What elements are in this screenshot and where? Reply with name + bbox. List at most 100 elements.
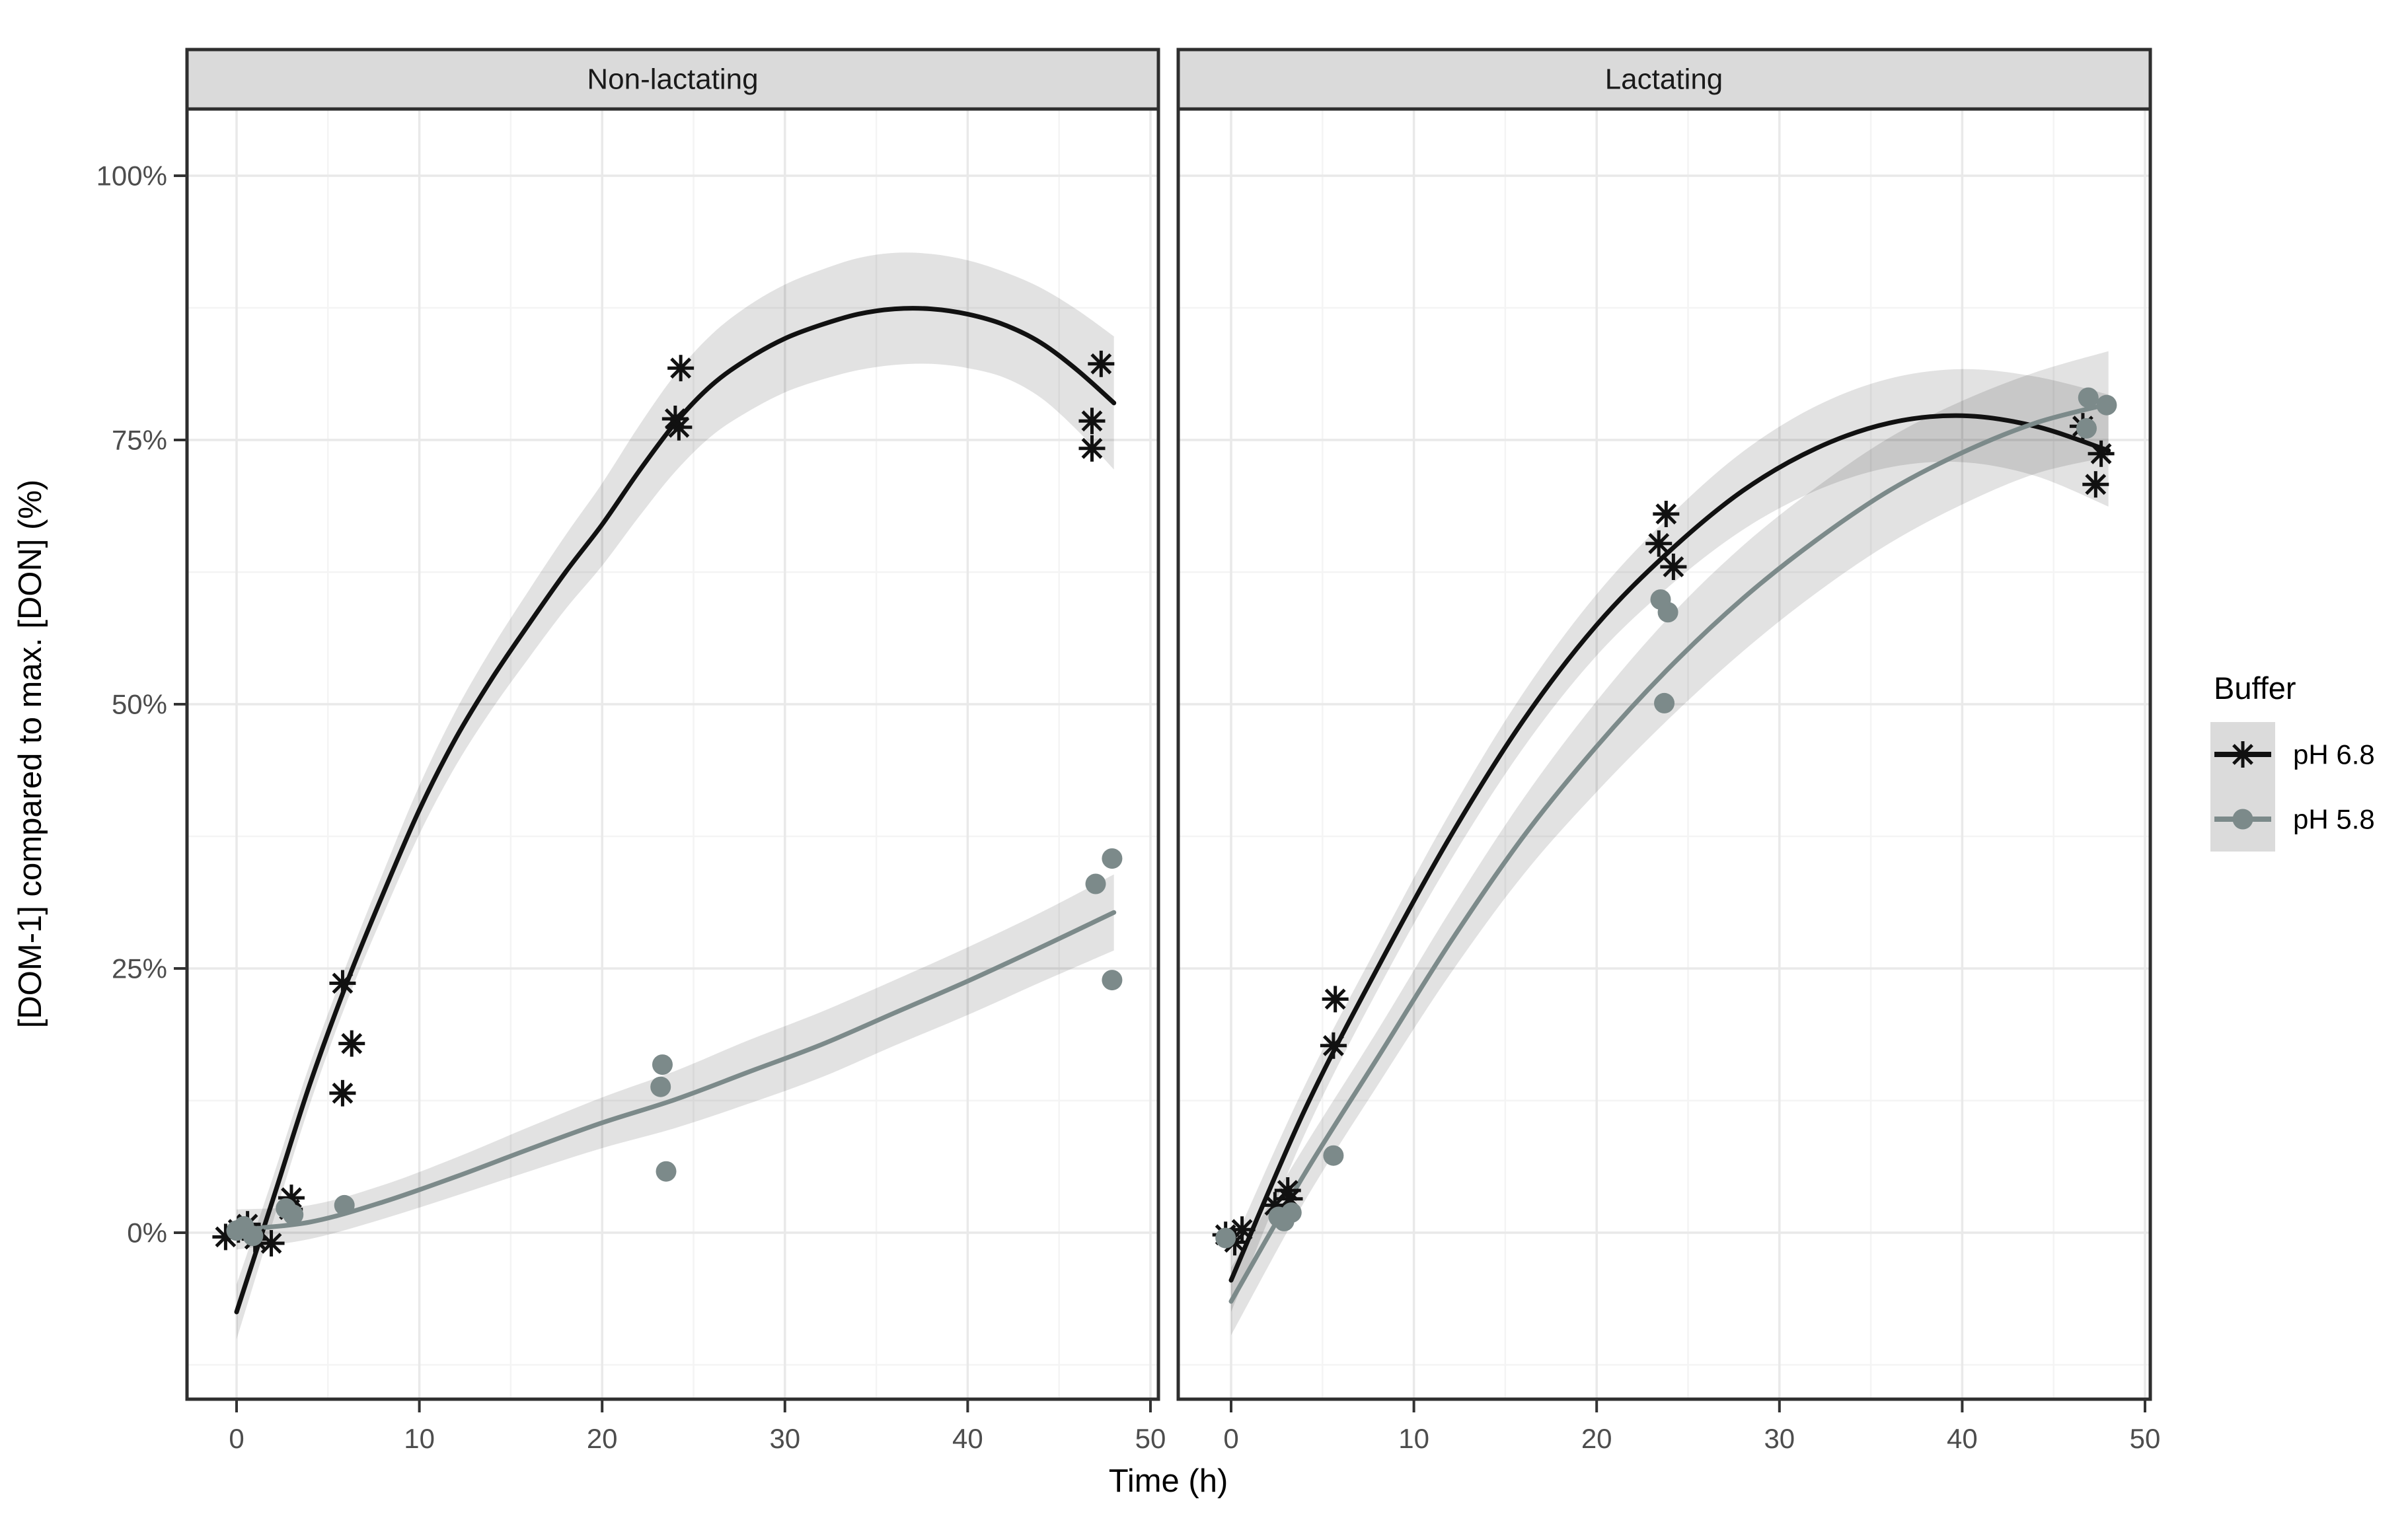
- smooth-line-pH58: [234, 910, 1117, 1232]
- y-tick-label: 25%: [112, 953, 167, 984]
- data-point-asterisk: [665, 414, 693, 441]
- legend-circle-icon: [2232, 809, 2253, 830]
- data-point-asterisk: [1645, 530, 1673, 557]
- data-point-asterisk: [338, 1030, 365, 1057]
- asterisk-spoke: [341, 1033, 363, 1054]
- asterisk-spoke: [670, 357, 692, 379]
- data-point-asterisk: [2088, 440, 2115, 467]
- data-point-asterisk: [329, 970, 356, 997]
- asterisk-spoke: [260, 1233, 282, 1254]
- x-tick-label: 40: [1947, 1423, 1978, 1454]
- smooth-line-pH58: [1228, 402, 2111, 1304]
- asterisk-spoke: [1090, 353, 1112, 375]
- data-point-circle: [652, 1054, 673, 1075]
- data-point-circle: [2078, 387, 2099, 408]
- data-point-asterisk: [1088, 350, 1115, 377]
- asterisk-spoke: [1322, 1035, 1344, 1056]
- confidence-ribbon-pH68: [1231, 369, 2109, 1312]
- data-point-circle: [1281, 1202, 1302, 1223]
- data-point-circle: [2096, 394, 2117, 416]
- y-axis-title: [DOM-1] compared to max. [DON] (%): [13, 480, 48, 1028]
- asterisk-spoke: [2090, 443, 2112, 464]
- data-point-asterisk: [667, 355, 695, 382]
- asterisk-spoke: [664, 408, 686, 429]
- data-point-circle: [1215, 1227, 1236, 1249]
- facet-strip-lactating: [1176, 48, 2152, 111]
- x-tick-label: 30: [1764, 1423, 1795, 1454]
- smooth-line-pH68: [1228, 413, 2111, 1283]
- x-tick-label: 50: [2130, 1423, 2161, 1454]
- asterisk-spoke: [2232, 744, 2253, 765]
- data-point-circle: [1657, 602, 1678, 623]
- legend-label-ph68: pH 6.8: [2293, 739, 2375, 770]
- gridlines-non-lactating: [188, 110, 1157, 1398]
- data-point-circle: [283, 1204, 304, 1225]
- data-point-circle: [1102, 848, 1123, 869]
- asterisk-spoke: [1648, 532, 1670, 554]
- data-point-asterisk: [1228, 1216, 1256, 1243]
- x-tick-label: 40: [952, 1423, 983, 1454]
- x-axis-title: Time (h): [1109, 1463, 1228, 1499]
- facet-strip-label-non-lactating: Non-lactating: [587, 63, 758, 96]
- facet-strip-label-lactating: Lactating: [1605, 63, 1723, 96]
- legend-marker-circle-icon: [2214, 809, 2271, 830]
- y-tick-label: 0%: [127, 1218, 167, 1249]
- asterisk-spoke: [332, 972, 354, 994]
- data-point-circle: [656, 1161, 677, 1182]
- asterisk-spoke: [332, 1082, 354, 1104]
- data-point-circle: [1654, 692, 1675, 713]
- confidence-ribbon-pH68: [237, 252, 1114, 1340]
- y-tick-label: 75%: [112, 425, 167, 456]
- data-point-asterisk: [1660, 554, 1687, 580]
- y-tick-label: 100%: [96, 161, 167, 192]
- x-tick-label: 50: [1135, 1423, 1166, 1454]
- x-tick-label: 10: [404, 1423, 435, 1454]
- data-point-circle: [1102, 970, 1123, 991]
- asterisk-spoke: [668, 416, 690, 438]
- legend: Buffer pH 6.8 pH 5.8: [2210, 671, 2375, 852]
- x-tick-label: 0: [229, 1423, 244, 1454]
- x-tick-label: 10: [1398, 1423, 1429, 1454]
- data-point-asterisk: [1320, 1032, 1347, 1059]
- asterisk-spoke: [1655, 503, 1677, 525]
- x-tick-label: 20: [587, 1423, 618, 1454]
- data-point-asterisk: [258, 1230, 285, 1256]
- x-tick-label: 0: [1223, 1423, 1238, 1454]
- data-point-asterisk: [1322, 986, 1349, 1013]
- asterisk-spoke: [2085, 474, 2107, 495]
- asterisk-spoke: [1081, 410, 1103, 432]
- data-point-asterisk: [1078, 435, 1106, 462]
- data-point-circle: [1323, 1145, 1344, 1166]
- series-content-lactating: [1212, 351, 2117, 1336]
- asterisk-spoke: [1279, 1188, 1300, 1210]
- x-tick-label: 30: [769, 1423, 800, 1454]
- data-point-circle: [650, 1076, 671, 1097]
- data-point-asterisk: [329, 1079, 356, 1107]
- legend-label-ph58: pH 5.8: [2293, 804, 2375, 835]
- facet-strip-non-lactating: [185, 48, 1160, 111]
- data-point-circle: [334, 1194, 355, 1216]
- data-point-circle: [2076, 418, 2097, 439]
- confidence-ribbon-pH58: [237, 874, 1114, 1250]
- panel-lactating: [1178, 109, 2150, 1399]
- data-point-asterisk: [1078, 408, 1106, 435]
- data-point-circle: [243, 1225, 264, 1247]
- asterisk-spoke: [1231, 1219, 1253, 1241]
- asterisk-spoke: [1277, 1180, 1298, 1201]
- asterisk-spoke: [1663, 556, 1684, 577]
- data-point-asterisk: [1653, 501, 1680, 527]
- x-tick-label: 20: [1581, 1423, 1612, 1454]
- asterisk-spoke: [1324, 988, 1346, 1010]
- legend-marker-asterisk-icon: [2214, 741, 2271, 768]
- asterisk-spoke: [1081, 437, 1103, 459]
- series-content-non-lactating: [212, 252, 1123, 1340]
- data-point-asterisk: [2082, 471, 2109, 498]
- legend-title: Buffer: [2214, 671, 2296, 706]
- y-tick-label: 50%: [112, 689, 167, 720]
- confidence-ribbon-pH58: [1231, 351, 2109, 1336]
- data-point-circle: [1085, 873, 1106, 894]
- legend-asterisk-icon: [2230, 741, 2256, 768]
- axes: 0% 25% 50% 75% 100% 0 10 20 30 40 50 0 10 20 30 40 50: [96, 161, 2161, 1455]
